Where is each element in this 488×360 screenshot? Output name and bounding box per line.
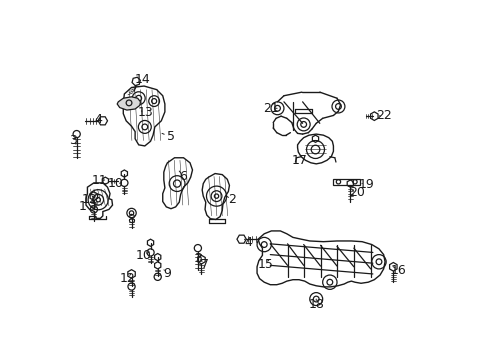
Bar (333, 179, 360, 185)
Text: 16: 16 (390, 264, 406, 277)
Text: 5: 5 (162, 130, 175, 144)
Text: 1: 1 (78, 201, 93, 213)
Text: 11: 11 (91, 174, 107, 187)
Text: 18: 18 (307, 298, 324, 311)
Text: 6: 6 (179, 170, 187, 183)
Text: 14: 14 (134, 73, 150, 86)
Text: 4: 4 (244, 236, 251, 249)
Polygon shape (117, 97, 140, 110)
Text: 3: 3 (69, 134, 77, 147)
Text: 4: 4 (94, 113, 102, 126)
Text: 20: 20 (349, 186, 365, 199)
Text: 17: 17 (291, 154, 306, 167)
Text: 10: 10 (107, 177, 123, 190)
Text: 21: 21 (263, 102, 279, 115)
Text: 12: 12 (119, 272, 135, 285)
Text: 19: 19 (358, 178, 373, 191)
Text: 9: 9 (163, 267, 171, 280)
Text: 22: 22 (376, 109, 391, 122)
Text: 3: 3 (194, 252, 202, 265)
Text: 7: 7 (201, 258, 209, 271)
Text: 8: 8 (127, 213, 135, 226)
Text: 12: 12 (81, 193, 97, 206)
Text: 2: 2 (226, 193, 235, 206)
Text: 15: 15 (257, 258, 273, 271)
Text: 13: 13 (138, 106, 153, 119)
Text: 10: 10 (135, 249, 151, 262)
